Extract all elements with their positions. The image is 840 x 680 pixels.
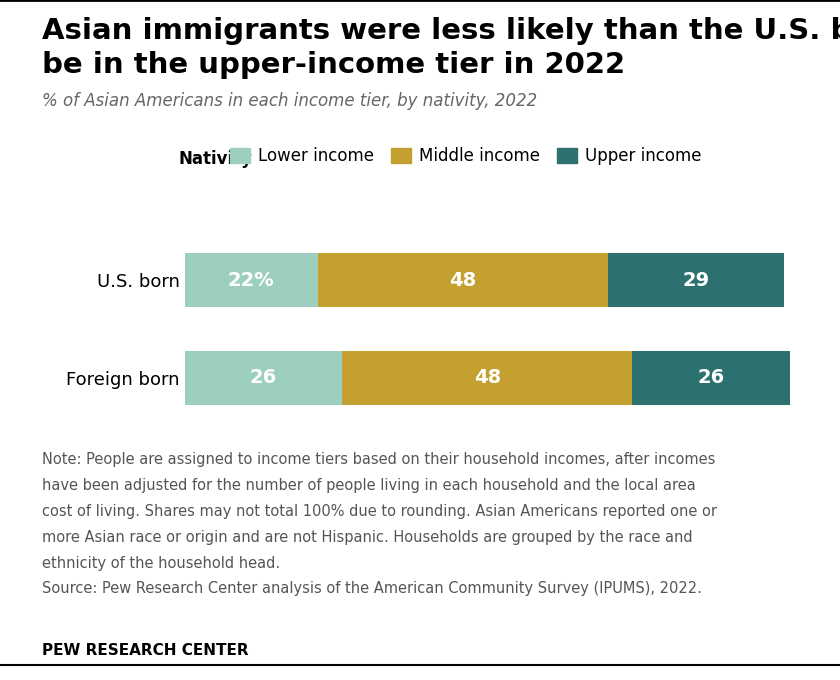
Bar: [608, 253, 784, 307]
Text: Note: People are assigned to income tiers based on their household incomes, afte: Note: People are assigned to income tier…: [42, 452, 716, 467]
Text: be in the upper-income tier in 2022: be in the upper-income tier in 2022: [42, 51, 625, 79]
Text: cost of living. Shares may not total 100% due to rounding. Asian Americans repor: cost of living. Shares may not total 100…: [42, 504, 717, 519]
Text: 26: 26: [697, 368, 725, 387]
Text: more Asian race or origin and are not Hispanic. Households are grouped by the ra: more Asian race or origin and are not Hi…: [42, 530, 693, 545]
Text: Source: Pew Research Center analysis of the American Community Survey (IPUMS), 2: Source: Pew Research Center analysis of …: [42, 581, 702, 596]
Text: Nativity: Nativity: [179, 150, 253, 168]
Text: 26: 26: [249, 368, 277, 387]
Bar: [633, 351, 790, 405]
Text: % of Asian Americans in each income tier, by nativity, 2022: % of Asian Americans in each income tier…: [42, 92, 538, 109]
Text: 48: 48: [449, 271, 476, 290]
Text: 22%: 22%: [228, 271, 275, 290]
Text: PEW RESEARCH CENTER: PEW RESEARCH CENTER: [42, 643, 249, 658]
Bar: [318, 253, 608, 307]
Bar: [342, 351, 633, 405]
Bar: [185, 253, 318, 307]
Legend: Lower income, Middle income, Upper income: Lower income, Middle income, Upper incom…: [223, 141, 709, 172]
Text: ethnicity of the household head.: ethnicity of the household head.: [42, 556, 280, 571]
Text: 29: 29: [682, 271, 710, 290]
Text: have been adjusted for the number of people living in each household and the loc: have been adjusted for the number of peo…: [42, 478, 696, 493]
Bar: [185, 351, 342, 405]
Text: 48: 48: [474, 368, 501, 387]
Text: Asian immigrants were less likely than the U.S. born to: Asian immigrants were less likely than t…: [42, 17, 840, 45]
